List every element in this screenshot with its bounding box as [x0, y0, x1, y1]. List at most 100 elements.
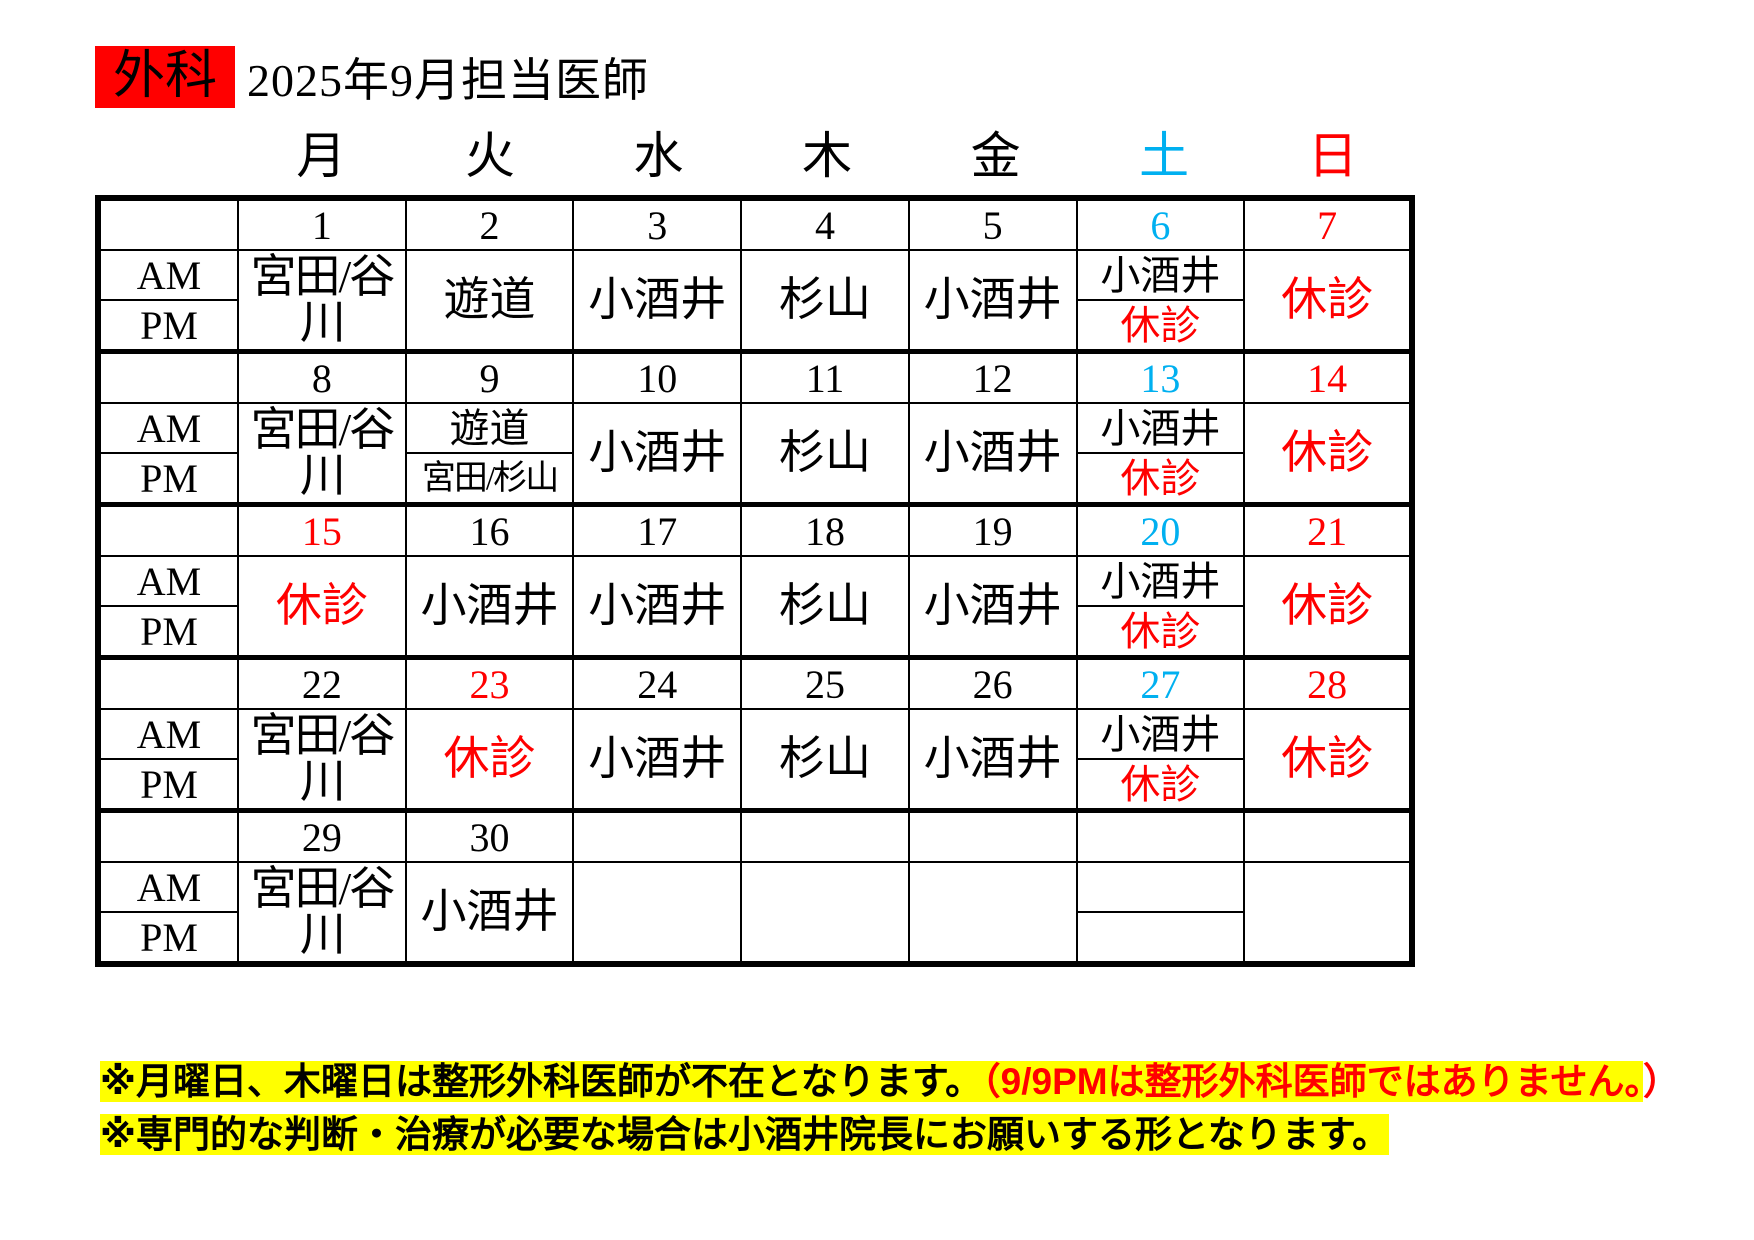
note-1-highlight: ※月曜日、木曜日は整形外科医師が不在となります。（9/9PMは整形外科医師ではあ… — [100, 1061, 1643, 1102]
note-1-red-text: （9/9PMは整形外科医師ではありません。 — [982, 1061, 1643, 1102]
weekday-fri: 金 — [970, 128, 1021, 184]
pm-label: PM — [97, 299, 239, 353]
date-cell: 26 — [907, 655, 1078, 710]
am-label: AM — [97, 249, 239, 301]
date-cell: 11 — [740, 349, 910, 404]
date-cell-sun: 28 — [1243, 655, 1413, 710]
corner-cell — [97, 655, 239, 710]
doctor-cell-thu: 杉山 — [740, 249, 910, 353]
date-cell: 30 — [404, 808, 575, 863]
sat-pm-closed: 休診 — [1078, 605, 1243, 655]
doctor-cell-sun: 休診 — [1243, 249, 1413, 353]
weekday-wed: 水 — [633, 128, 684, 184]
date-row-week1: 1 2 3 4 5 6 7 — [97, 195, 1413, 251]
date-cell: 17 — [572, 502, 743, 557]
doctor-cell-sun: 休診 — [1243, 555, 1413, 659]
am-row-week2: AM 宮田/谷川 遊道 宮田/杉山 小酒井 杉山 小酒井 小酒井 休診 休診 — [97, 402, 1413, 506]
sat-am-doctor: 小酒井 — [1100, 406, 1221, 451]
date-cell-holiday: 15 — [237, 502, 407, 557]
doctor-cell-fri: 小酒井 — [907, 249, 1078, 353]
corner-cell — [97, 349, 239, 404]
am-row-week5: AM 宮田/谷川 小酒井 — [97, 861, 1413, 965]
doctor-cell-thu: 杉山 — [740, 708, 910, 812]
doctor-cell-tue: 遊道 宮田/杉山 — [404, 402, 575, 506]
date-cell — [907, 808, 1078, 863]
date-cell: 8 — [237, 349, 407, 404]
sat-pm-closed: 休診 — [1078, 452, 1243, 502]
date-cell-sun: 21 — [1243, 502, 1413, 557]
weekday-tue: 火 — [464, 128, 515, 184]
pm-label: PM — [97, 911, 239, 965]
page-title: 2025年9月担当医師 — [247, 55, 649, 106]
date-cell: 9 — [404, 349, 575, 404]
doctor-cell-sat — [1075, 861, 1246, 965]
doctor-cell-fri — [907, 861, 1078, 965]
weekday-sun: 日 — [1307, 128, 1358, 184]
doctor-cell-sat: 小酒井 休診 — [1075, 708, 1246, 812]
title-row: 外科 2025年9月担当医師 — [95, 44, 649, 110]
pm-label: PM — [97, 605, 239, 659]
date-cell: 1 — [237, 195, 407, 251]
tue-am-doctor: 遊道 — [449, 406, 530, 451]
pm-label: PM — [97, 452, 239, 506]
doctor-cell-fri: 小酒井 — [907, 555, 1078, 659]
footer-notes: ※月曜日、木曜日は整形外科医師が不在となります。（9/9PMは整形外科医師ではあ… — [100, 1056, 1680, 1161]
pm-row-week1: PM — [97, 299, 1412, 353]
weekday-mon: 月 — [296, 128, 347, 184]
date-cell: 22 — [237, 655, 407, 710]
weekday-sat: 土 — [1139, 128, 1190, 184]
date-row-week2: 8 9 10 11 12 13 14 — [97, 349, 1413, 404]
date-cell: 24 — [572, 655, 743, 710]
date-cell: 10 — [572, 349, 743, 404]
date-cell-sun — [1243, 808, 1413, 863]
doctor-cell-wed: 小酒井 — [572, 708, 743, 812]
date-cell: 12 — [907, 349, 1078, 404]
date-cell: 18 — [740, 502, 910, 557]
sat-am-doctor: 小酒井 — [1100, 253, 1221, 298]
doctor-cell-tue: 小酒井 — [404, 555, 575, 659]
date-cell: 3 — [572, 195, 743, 251]
date-cell: 25 — [740, 655, 910, 710]
tue-pm-doctor: 宮田/杉山 — [407, 452, 572, 502]
date-row-week4: 22 23 24 25 26 27 28 — [97, 655, 1413, 710]
doctor-cell-tue: 小酒井 — [404, 861, 575, 965]
note-1-black-text: ※月曜日、木曜日は整形外科医師が不在となります。 — [100, 1061, 983, 1102]
pm-row-week3: PM — [97, 605, 1412, 659]
doctor-cell-sun: 休診 — [1243, 402, 1413, 506]
doctor-cell-mon-closed: 休診 — [237, 555, 407, 659]
doctor-cell-sun — [1243, 861, 1413, 965]
am-label: AM — [97, 708, 239, 760]
note-line-2: ※専門的な判断・治療が必要な場合は小酒井院長にお願いする形となります。 — [100, 1109, 1680, 1162]
doctor-cell-thu: 杉山 — [740, 402, 910, 506]
pm-row-week5: PM — [97, 911, 1412, 965]
sat-am-doctor: 小酒井 — [1100, 559, 1221, 604]
date-cell — [740, 808, 910, 863]
date-cell: 19 — [907, 502, 1078, 557]
sat-am-doctor: 小酒井 — [1100, 712, 1221, 757]
doctor-cell-wed: 小酒井 — [572, 249, 743, 353]
date-row-week5: 29 30 — [97, 808, 1413, 863]
am-label: AM — [97, 402, 239, 454]
doctor-cell-fri: 小酒井 — [907, 708, 1078, 812]
corner-cell — [97, 808, 239, 863]
schedule-table: 1 2 3 4 5 6 7 AM 宮田/谷川 遊道 小酒井 杉山 小酒井 小酒井… — [95, 195, 1415, 967]
date-row-week3: 15 16 17 18 19 20 21 — [97, 502, 1413, 557]
sat-pm-closed: 休診 — [1078, 299, 1243, 349]
corner-cell — [97, 195, 239, 251]
doctor-cell-sat: 小酒井 休診 — [1075, 249, 1246, 353]
doctor-cell-tue-closed: 休診 — [404, 708, 575, 812]
sat-pm-closed: 休診 — [1078, 758, 1243, 808]
note-line-1: ※月曜日、木曜日は整形外科医師が不在となります。（9/9PMは整形外科医師ではあ… — [100, 1056, 1680, 1109]
doctor-cell-tue: 遊道 — [404, 249, 575, 353]
weekday-header: 月 火 水 木 金 土 日 — [237, 126, 1417, 186]
weekday-thu: 木 — [801, 128, 852, 184]
department-badge: 外科 — [95, 46, 235, 108]
am-row-week4: AM 宮田/谷川 休診 小酒井 杉山 小酒井 小酒井 休診 休診 — [97, 708, 1413, 812]
doctor-cell-mon: 宮田/谷川 — [237, 708, 407, 812]
am-label: AM — [97, 555, 239, 607]
date-cell: 16 — [404, 502, 575, 557]
doctor-cell-wed: 小酒井 — [572, 555, 743, 659]
doctor-cell-mon: 宮田/谷川 — [237, 249, 407, 353]
note-2-text: ※専門的な判断・治療が必要な場合は小酒井院長にお願いする形となります。 — [100, 1113, 1390, 1155]
